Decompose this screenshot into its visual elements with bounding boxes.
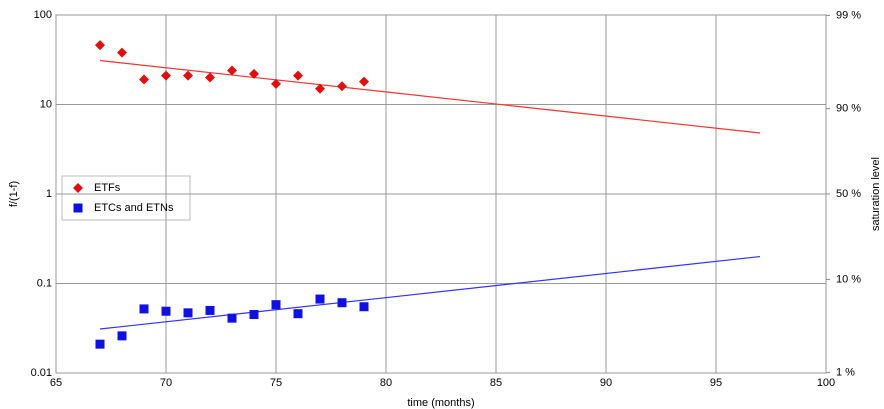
x-tick-label: 65: [50, 377, 62, 389]
fit-line: [99, 255, 761, 330]
marker: [293, 309, 303, 319]
marker: [227, 65, 237, 76]
marker: [249, 310, 259, 320]
marker: [117, 47, 127, 58]
marker: [271, 300, 281, 310]
marker: [117, 331, 127, 341]
y2-tick-label: 99 %: [836, 9, 861, 21]
marker: [139, 74, 149, 85]
y-tick-label: 0.1: [37, 277, 52, 289]
y2-tick-label: 90 %: [836, 103, 861, 115]
marker: [293, 70, 303, 81]
x-tick-label: 100: [817, 377, 835, 389]
y-tick-label: 100: [34, 9, 52, 21]
marker: [73, 183, 83, 193]
marker: [95, 40, 105, 51]
x-tick-label: 85: [490, 377, 502, 389]
marker: [183, 70, 193, 81]
marker: [227, 313, 237, 323]
y-tick-label: 1: [46, 188, 52, 200]
y2-tick-label: 50 %: [836, 188, 861, 200]
marker: [359, 76, 369, 87]
marker: [337, 81, 347, 92]
y-tick-label: 10: [40, 98, 52, 110]
legend-label: ETFs: [94, 182, 121, 194]
marker: [139, 304, 149, 314]
marker: [205, 305, 215, 315]
marker: [337, 298, 347, 308]
marker: [161, 306, 171, 316]
marker: [271, 78, 281, 89]
x-tick-label: 75: [270, 377, 282, 389]
marker: [161, 70, 171, 81]
y2-axis-label: saturation level: [870, 157, 882, 231]
y-axis-label: f/(1-f): [8, 181, 20, 207]
x-tick-label: 90: [600, 377, 612, 389]
y-tick-label: 0.01: [31, 367, 52, 379]
marker: [183, 308, 193, 318]
marker: [359, 302, 369, 312]
marker: [315, 83, 325, 94]
marker: [95, 339, 105, 349]
y2-tick-label: 1 %: [836, 367, 855, 379]
marker: [315, 294, 325, 304]
y2-tick-label: 10 %: [836, 273, 861, 285]
legend: [61, 175, 191, 221]
x-tick-label: 80: [380, 377, 392, 389]
legend-label: ETCs and ETNs: [94, 202, 174, 214]
marker: [249, 68, 259, 79]
x-tick-label: 70: [160, 377, 172, 389]
x-axis-label: time (months): [407, 397, 474, 409]
marker: [205, 72, 215, 83]
marker: [73, 203, 83, 213]
x-tick-label: 95: [710, 377, 722, 389]
